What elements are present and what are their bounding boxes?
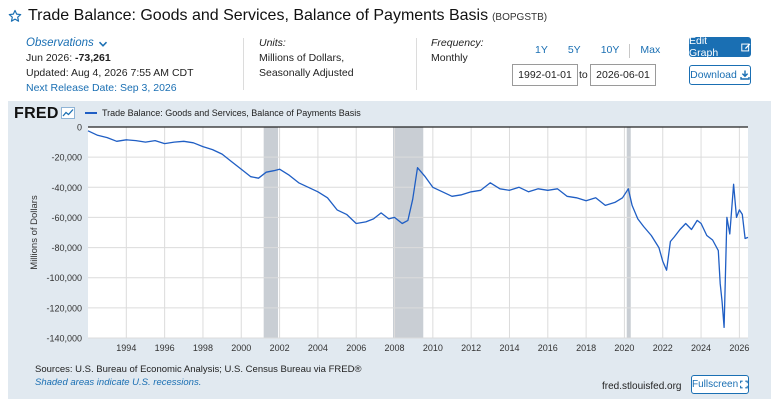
units-panel: Units: Millions of Dollars, Seasonally A… xyxy=(259,36,354,81)
x-tick-label: 2026 xyxy=(729,343,749,353)
series-id: (BOPGSTB) xyxy=(492,12,548,23)
range-1y-button[interactable]: 1Y xyxy=(535,44,548,56)
star-icon[interactable] xyxy=(8,9,22,23)
y-tick-label: -60,000 xyxy=(51,213,82,223)
x-tick-label: 1996 xyxy=(155,343,175,353)
x-tick-label: 2006 xyxy=(346,343,366,353)
fullscreen-button[interactable]: Fullscreen xyxy=(691,375,749,394)
y-tick-label: -80,000 xyxy=(51,243,82,253)
x-tick-label: 1994 xyxy=(116,343,136,353)
download-icon xyxy=(740,70,750,80)
legend-swatch xyxy=(85,112,97,114)
y-tick-label: 0 xyxy=(77,123,82,133)
x-tick-label: 2004 xyxy=(308,343,328,353)
chart-legend: Trade Balance: Goods and Services, Balan… xyxy=(85,108,361,118)
recession-band-1 xyxy=(392,127,424,338)
x-tick-label: 2010 xyxy=(423,343,443,353)
y-tick-label: -120,000 xyxy=(46,303,82,313)
date-to-label: to xyxy=(579,69,588,81)
y-axis-title: Millions of Dollars xyxy=(29,195,40,270)
observations-panel: Observations Jun 2026: -73,261 Updated: … xyxy=(26,36,194,96)
x-tick-label: 2008 xyxy=(385,343,405,353)
x-tick-label: 2024 xyxy=(691,343,711,353)
frequency-label: Frequency: xyxy=(431,37,484,49)
observations-label: Observations xyxy=(26,37,94,49)
recession-band-0 xyxy=(263,127,279,338)
x-tick-label: 2018 xyxy=(576,343,596,353)
recession-band-2 xyxy=(626,127,631,338)
range-buttons: 1Y 5Y 10Y Max xyxy=(525,44,670,58)
fred-logo[interactable]: FRED xyxy=(14,105,59,122)
x-tick-label: 2014 xyxy=(499,343,519,353)
x-tick-label: 2022 xyxy=(653,343,673,353)
fred-site-link[interactable]: fred.stlouisfed.org xyxy=(602,381,682,392)
frequency-value: Monthly xyxy=(431,52,468,64)
sources-text: Sources: U.S. Bureau of Economic Analysi… xyxy=(35,364,362,375)
x-tick-label: 2020 xyxy=(614,343,634,353)
end-date-input[interactable]: 2026-06-01 xyxy=(590,64,656,86)
range-5y-button[interactable]: 5Y xyxy=(567,44,581,56)
x-tick-label: 2002 xyxy=(270,343,290,353)
next-release-link[interactable]: Next Release Date: Sep 3, 2026 xyxy=(26,82,177,94)
recession-note: Shaded areas indicate U.S. recessions. xyxy=(35,377,202,388)
divider xyxy=(243,38,244,90)
fred-logo-chart-icon xyxy=(61,107,75,119)
frequency-panel: Frequency: Monthly xyxy=(431,36,484,66)
legend-label: Trade Balance: Goods and Services, Balan… xyxy=(102,108,361,118)
x-tick-label: 2016 xyxy=(538,343,558,353)
units-line-1: Millions of Dollars, xyxy=(259,52,345,64)
edit-graph-label: Edit Graph xyxy=(689,35,719,59)
fullscreen-label: Fullscreen xyxy=(692,379,739,390)
range-10y-button[interactable]: 10Y xyxy=(600,44,620,56)
units-line-2: Seasonally Adjusted xyxy=(259,67,354,79)
page-title: Trade Balance: Goods and Services, Balan… xyxy=(28,7,489,24)
divider xyxy=(416,38,417,90)
range-max-button[interactable]: Max xyxy=(640,44,661,56)
range-divider xyxy=(629,44,631,58)
observation-value: -73,261 xyxy=(75,52,111,64)
download-label: Download xyxy=(690,69,737,81)
download-button[interactable]: Download xyxy=(689,65,751,85)
x-tick-label: 2012 xyxy=(461,343,481,353)
y-tick-label: -140,000 xyxy=(46,334,82,344)
observations-toggle[interactable]: Observations xyxy=(26,36,194,51)
edit-graph-button[interactable]: Edit Graph xyxy=(689,35,751,59)
chevron-down-icon xyxy=(98,41,107,47)
updated-text: Updated: Aug 4, 2026 7:55 AM CDT xyxy=(26,67,194,79)
x-tick-label: 2000 xyxy=(231,343,251,353)
latest-observation: Jun 2026: -73,261 xyxy=(26,51,194,66)
pencil-icon xyxy=(741,43,751,52)
series-line-trade-balance[interactable] xyxy=(87,130,749,329)
observation-date: Jun 2026: xyxy=(26,52,73,64)
units-label: Units: xyxy=(259,37,286,49)
start-date-input[interactable]: 1992-01-01 xyxy=(512,64,578,86)
fullscreen-icon xyxy=(740,380,748,389)
y-tick-label: -20,000 xyxy=(51,153,82,163)
x-tick-label: 1998 xyxy=(193,343,213,353)
title-row: Trade Balance: Goods and Services, Balan… xyxy=(8,6,547,26)
y-tick-label: -100,000 xyxy=(46,273,82,283)
y-tick-label: -40,000 xyxy=(51,183,82,193)
